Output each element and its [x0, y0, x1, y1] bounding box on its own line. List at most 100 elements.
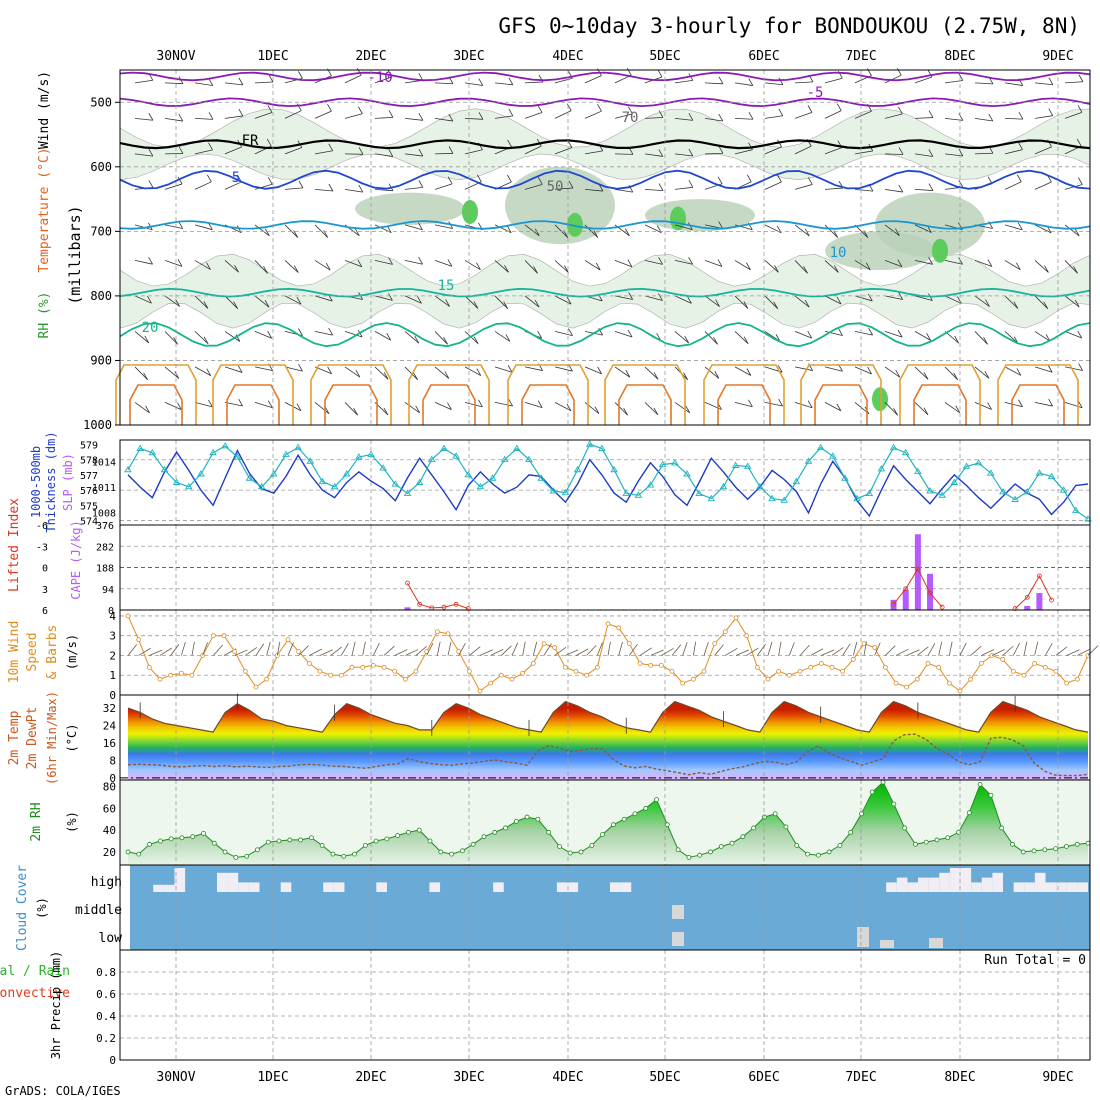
- wind-barb: [164, 224, 183, 229]
- rh-point: [395, 833, 401, 838]
- wind-barb: [524, 145, 542, 155]
- wind-barb: [524, 224, 540, 237]
- cloud-bar-high: [610, 882, 621, 892]
- contour-label: 5: [232, 170, 240, 186]
- wind-barb-10m: [170, 644, 180, 656]
- wind-speed-point: [413, 668, 419, 674]
- rh-shade-blob: [875, 192, 985, 258]
- wind-barb-feather: [718, 113, 724, 122]
- wind-barb-feather: [778, 108, 784, 116]
- wind-barb-feather: [923, 407, 929, 416]
- rh-point: [859, 811, 864, 817]
- footer-credit: GrADS: COLA/IGES: [5, 1084, 121, 1098]
- temp2m-axis-label: 2m Temp: [7, 710, 22, 765]
- wind-barb: [1004, 118, 1024, 120]
- wind-barb-10m: [532, 641, 538, 656]
- rh-point: [643, 805, 649, 811]
- wind-barb: [794, 112, 813, 119]
- slp-point: [172, 478, 181, 485]
- cloud-bar-high: [280, 882, 292, 892]
- thickness-tick-label: 578: [80, 456, 98, 467]
- wind-barb-10m: [458, 643, 466, 656]
- wind-barb: [794, 260, 808, 274]
- wind-barb-feather: [208, 399, 213, 408]
- wind-barb: [1064, 81, 1083, 84]
- wind-barb: [464, 260, 481, 271]
- cloud-bar-high: [323, 882, 334, 892]
- wind-barb: [824, 147, 843, 155]
- wind-barb: [974, 260, 993, 267]
- wind-barb-10m: [245, 647, 258, 656]
- wind-barb-feather: [893, 408, 898, 416]
- wind-barb-feather: [1074, 299, 1080, 308]
- rh-point: [287, 837, 293, 843]
- bottom-date-label: 4DEC: [552, 1070, 583, 1085]
- wind-barb-feather: [807, 400, 813, 408]
- slp-point: [379, 464, 387, 471]
- rh-point: [578, 849, 584, 855]
- wind-barb-feather: [388, 293, 393, 301]
- wind-speed-point: [445, 631, 451, 637]
- wind-barb-10m: [1066, 649, 1080, 656]
- wind-barb-feather: [177, 259, 183, 267]
- wind-barb-feather: [746, 368, 752, 376]
- wind-barb-feather: [1073, 266, 1078, 274]
- wind-barb: [764, 82, 783, 86]
- rh-point: [600, 832, 606, 837]
- rh-high-blob: [567, 212, 583, 237]
- contour-label: FR: [242, 133, 259, 149]
- cloud-bar-high: [567, 882, 579, 892]
- cloud-bar-high: [896, 877, 908, 892]
- wind-barb-feather: [713, 337, 718, 345]
- wind-speed-point: [392, 668, 398, 674]
- wind-barb-10m: [629, 643, 638, 656]
- wind-barb-10m: [1044, 643, 1053, 656]
- wind-barb-feather: [567, 140, 573, 148]
- wind-barb: [1034, 82, 1053, 86]
- wind-barb-feather: [958, 180, 964, 188]
- upper-air-frame: [119, 69, 1091, 426]
- boundary-layer-contour: [129, 384, 183, 425]
- wind-barb-feather: [928, 183, 934, 191]
- wind-barb-feather: [388, 149, 394, 157]
- wind-barb: [404, 295, 422, 304]
- wind-speed-point: [242, 668, 248, 674]
- wind-barb-feather: [568, 328, 573, 336]
- wind-speed-point: [1021, 672, 1027, 678]
- slp-point: [464, 470, 473, 478]
- wind-barb: [524, 402, 543, 409]
- boundary-layer-contour: [115, 364, 197, 425]
- bottom-date-label: 3DEC: [453, 1070, 484, 1085]
- dewpoint-axis-label: 2m DewPt: [25, 707, 40, 770]
- wind-barb: [914, 402, 929, 416]
- wind-barb: [914, 189, 933, 191]
- wind-barb-feather: [145, 405, 150, 414]
- rh-tick-label: 80: [103, 781, 116, 794]
- slp-point: [184, 482, 193, 490]
- cloud-bar-high: [376, 882, 387, 892]
- wind-barb-feather: [447, 402, 452, 410]
- slp-point: [792, 477, 801, 485]
- slp-point: [950, 478, 959, 485]
- wind-barb: [164, 183, 183, 190]
- wind10m-units-label: (m/s): [65, 634, 79, 670]
- wind-barb-feather: [987, 402, 992, 410]
- rh-point: [945, 835, 951, 841]
- lifted-index-series: [1014, 574, 1052, 609]
- wind-barb-feather: [688, 257, 693, 265]
- wind-barb: [374, 116, 393, 119]
- wind-barb: [464, 82, 483, 86]
- wind-barb: [974, 118, 993, 122]
- wind-barb: [764, 295, 778, 309]
- wind-barb: [734, 149, 753, 155]
- wind-barb: [824, 224, 839, 238]
- wind-barb-feather: [508, 398, 513, 407]
- cloud-layer-label: low: [99, 931, 123, 946]
- rh-point: [211, 840, 217, 846]
- wind-barb: [1034, 224, 1052, 234]
- rh-point: [913, 841, 918, 847]
- wind-tick-label: 4: [109, 610, 116, 623]
- rh-point: [557, 844, 562, 849]
- rh-point: [276, 838, 282, 844]
- wind-barb: [1004, 82, 1023, 86]
